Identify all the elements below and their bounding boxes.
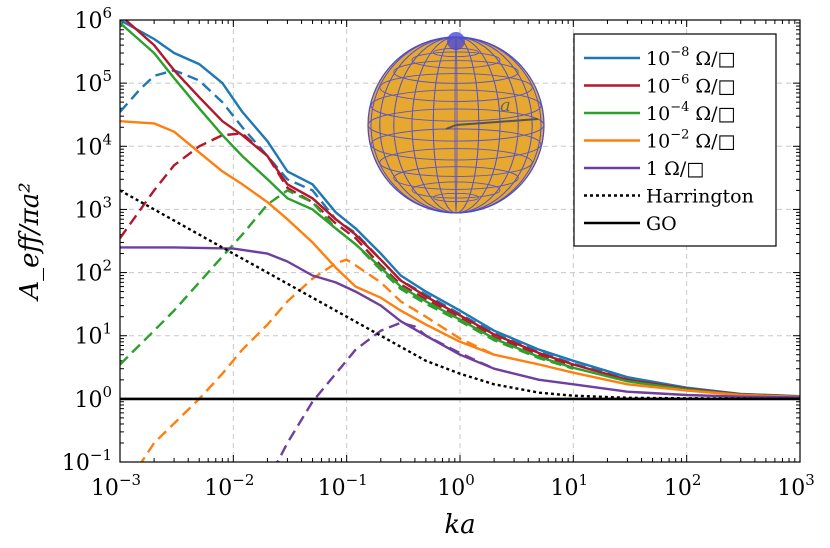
- series-line-0: [120, 20, 800, 398]
- legend-label-base: GO: [646, 213, 677, 235]
- series-group: [120, 20, 800, 462]
- y-tick-label-base: 10: [74, 388, 102, 413]
- y-tick-label-exp: 2: [102, 257, 112, 275]
- legend-label-3: 10−2 Ω/□: [646, 128, 736, 153]
- x-axis-label: ka: [444, 510, 475, 540]
- y-tick-label: 103: [74, 193, 112, 223]
- legend-label-base: 10: [646, 48, 670, 70]
- legend-label-exp: −8: [670, 45, 689, 60]
- sphere-latitude: [370, 128, 542, 161]
- x-tick-label-exp: −1: [346, 471, 368, 489]
- legend: 10−8 Ω/□10−6 Ω/□10−4 Ω/□10−2 Ω/□1 Ω/□Har…: [573, 33, 777, 247]
- y-tick-label: 105: [74, 67, 112, 97]
- y-axis-label: A_eff/πa²: [15, 182, 45, 301]
- sphere-latitude: [393, 60, 519, 84]
- legend-label-exp: −6: [670, 73, 689, 88]
- y-tick-label-base: 10: [74, 262, 102, 287]
- series-line-6: [120, 120, 800, 399]
- x-tick-label: 10−2: [204, 471, 254, 501]
- y-tick-label-base: 10: [74, 72, 102, 97]
- legend-label-base: Harrington: [646, 186, 754, 208]
- legend-label-base: 10: [646, 76, 670, 98]
- y-tick-label-exp: 4: [102, 130, 112, 148]
- y-tick-label: 100: [74, 383, 112, 413]
- series-line-9: [276, 321, 495, 462]
- x-tick-label-base: 10: [777, 476, 805, 501]
- y-tick-label-base: 10: [74, 325, 102, 350]
- legend-label-6: GO: [646, 213, 677, 235]
- legend-label-1: 10−6 Ω/□: [646, 73, 736, 98]
- sphere-latitude: [432, 192, 480, 203]
- y-tick-label-exp: 5: [102, 67, 112, 85]
- y-tick-label-base: 10: [74, 135, 102, 160]
- legend-label-unit: Ω/□: [689, 76, 735, 98]
- series-line-7: [140, 258, 495, 462]
- sphere-latitude: [411, 51, 501, 69]
- legend-label-0: 10−8 Ω/□: [646, 45, 736, 70]
- sphere-latitude: [370, 89, 542, 122]
- y-tick-label-exp: −1: [90, 446, 112, 464]
- x-tick-label: 102: [664, 471, 702, 501]
- y-tick-label: 10−1: [62, 446, 112, 476]
- series-line-5: [120, 189, 574, 370]
- y-tick-label: 101: [74, 320, 112, 350]
- axis-ticks: [119, 20, 800, 463]
- legend-label-exp: −2: [670, 128, 689, 143]
- legend-label-base: 10: [646, 103, 670, 125]
- x-tick-label-base: 10: [204, 476, 232, 501]
- legend-label-unit: Ω/□: [689, 48, 735, 70]
- x-tick-label-base: 10: [437, 476, 465, 501]
- sphere-latitude: [393, 166, 519, 190]
- radius-arrow: [455, 118, 539, 126]
- x-tick-label-base: 10: [551, 476, 579, 501]
- x-tick-label-base: 10: [664, 476, 692, 501]
- plot-frame: [119, 19, 801, 463]
- x-tick-label-base: 10: [318, 476, 346, 501]
- x-tick-label-exp: 2: [692, 471, 702, 489]
- y-tick-label-base: 10: [74, 198, 102, 223]
- x-tick-label: 101: [551, 471, 589, 501]
- legend-label-unit: Ω/□: [658, 158, 704, 180]
- legend-label-exp: −4: [670, 100, 689, 115]
- x-tick-label: 10−1: [318, 471, 368, 501]
- y-tick-label-exp: 0: [102, 383, 112, 401]
- x-tick-label: 100: [437, 471, 475, 501]
- legend-label-unit: Ω/□: [689, 131, 735, 153]
- sphere-latitude: [411, 181, 501, 199]
- sphere-latitude: [379, 73, 533, 102]
- radius-label: a: [500, 95, 511, 116]
- y-tick-label: 104: [74, 130, 112, 160]
- y-tick-label: 102: [74, 257, 112, 287]
- x-tick-label-exp: −3: [119, 471, 141, 489]
- x-tick-label: 103: [777, 471, 815, 501]
- legend-label-4: 1 Ω/□: [646, 158, 704, 180]
- legend-label-unit: Ω/□: [689, 103, 735, 125]
- y-tick-label-exp: 1: [102, 320, 112, 338]
- x-tick-label-exp: 1: [579, 471, 589, 489]
- sphere-illustration: a: [367, 32, 545, 214]
- legend-label-5: Harrington: [646, 186, 754, 208]
- series-line-2: [123, 20, 800, 398]
- y-tick-label: 106: [74, 4, 112, 34]
- series-line-3: [120, 132, 574, 368]
- x-tick-label: 10−3: [91, 471, 141, 501]
- y-tick-label-base: 10: [62, 451, 90, 476]
- sphere-latitude: [379, 148, 533, 177]
- radius-arrow-tail: [445, 124, 457, 130]
- x-tick-label-exp: 0: [465, 471, 475, 489]
- y-tick-label-exp: 3: [102, 193, 112, 211]
- legend-label-2: 10−4 Ω/□: [646, 100, 736, 125]
- sphere-pole: [447, 32, 465, 50]
- series-line-8: [120, 246, 800, 399]
- legend-label-base: 10: [646, 131, 670, 153]
- y-tick-label-exp: 6: [102, 4, 112, 22]
- legend-label-base: 1: [646, 158, 658, 180]
- x-tick-label-exp: −2: [232, 471, 254, 489]
- x-tick-label-base: 10: [91, 476, 119, 501]
- y-tick-label-base: 10: [74, 9, 102, 34]
- x-tick-label-exp: 3: [805, 471, 815, 489]
